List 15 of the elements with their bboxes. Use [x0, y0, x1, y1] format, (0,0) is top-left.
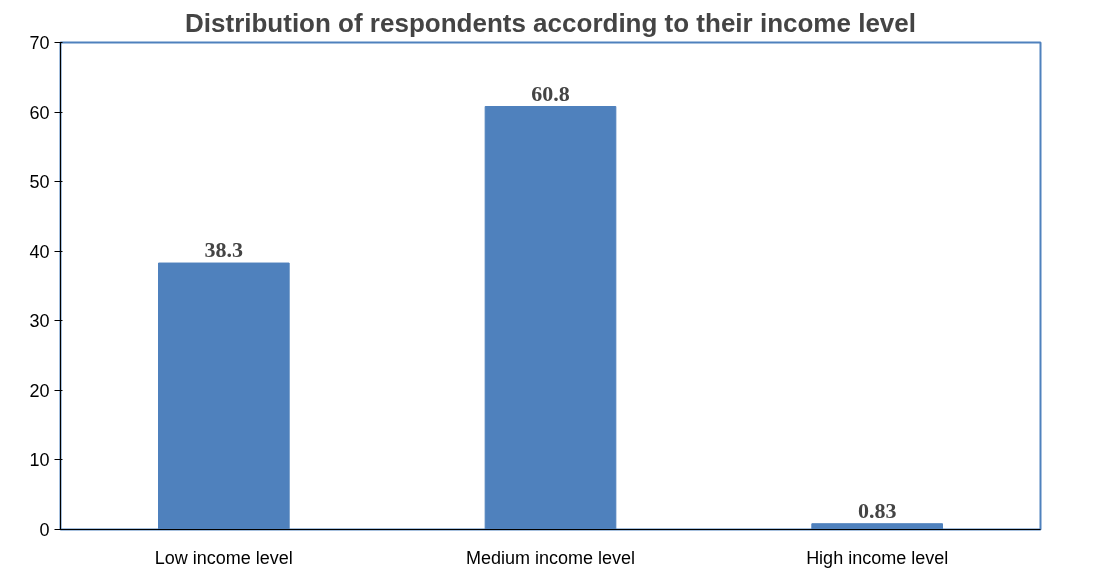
x-tick-label: Medium income level	[465, 547, 636, 568]
y-tick-label: 40	[29, 241, 50, 262]
y-tick-label: 60	[29, 102, 50, 123]
y-tick-label: 50	[29, 172, 50, 193]
y-tick-label: 70	[29, 33, 50, 53]
data-label: 60.8	[531, 80, 570, 106]
y-tick-label: 0	[39, 520, 50, 540]
x-tick-label: High income level	[806, 547, 949, 568]
chart-title: Distribution of respondents according to their income level	[185, 7, 916, 38]
y-tick-label: 10	[29, 450, 50, 471]
y-tick-label: 20	[29, 380, 50, 401]
data-label: 38.3	[204, 237, 244, 263]
y-tick-label: 30	[29, 311, 50, 332]
data-label: 0.83	[857, 497, 897, 523]
x-tick-label: Low income level	[154, 547, 293, 568]
